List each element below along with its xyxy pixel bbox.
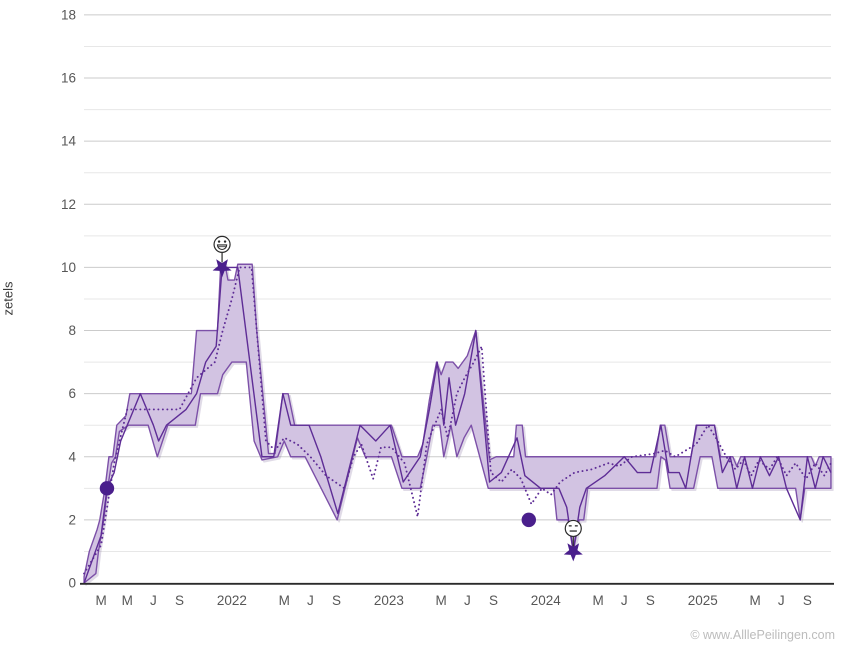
x-tick-label: 2022: [217, 593, 247, 608]
y-tick-label: 12: [61, 197, 76, 212]
y-tick-label: 14: [61, 134, 77, 149]
record-low-star: [563, 519, 583, 562]
x-tick-label: J: [150, 593, 157, 608]
x-tick-label: J: [778, 593, 785, 608]
x-tick-label: M: [436, 593, 447, 608]
election-result-dot-2023: [521, 512, 536, 528]
x-tick-label: S: [332, 593, 341, 608]
x-tick-label: J: [464, 593, 471, 608]
grin-face-icon: [213, 235, 231, 253]
x-tick-label: 2025: [688, 593, 718, 608]
x-tick-label: S: [489, 593, 498, 608]
record-high-star: [212, 235, 232, 278]
y-axis-tick-labels: 0 2 4 6 8 10 12 14 16 18: [61, 7, 77, 590]
x-tick-label: S: [646, 593, 655, 608]
x-tick-label: S: [175, 593, 184, 608]
x-tick-label: J: [621, 593, 628, 608]
y-tick-label: 4: [68, 449, 76, 464]
x-tick-label: 2023: [374, 593, 404, 608]
y-tick-label: 10: [61, 260, 76, 275]
x-tick-label: S: [803, 593, 812, 608]
y-axis-title: zetels: [0, 281, 16, 316]
y-tick-label: 2: [68, 512, 76, 527]
y-tick-label: 6: [68, 386, 76, 401]
x-tick-label: M: [122, 593, 133, 608]
x-tick-label: M: [749, 593, 760, 608]
x-tick-label: M: [279, 593, 290, 608]
y-tick-label: 8: [68, 323, 76, 338]
neutral-face-icon: [564, 519, 582, 538]
confidence-band: [83, 261, 832, 584]
x-axis-tick-labels: M M J S 2022 M J S 2023 M J S 2024 M J S 2025 M J S: [95, 593, 811, 608]
poll-line-solid: [83, 266, 832, 584]
x-tick-label: M: [95, 593, 106, 608]
watermark: © www.AlllePeilingen.com: [690, 628, 835, 642]
y-tick-label: 18: [61, 7, 76, 22]
x-tick-label: J: [307, 593, 314, 608]
x-tick-label: 2024: [531, 593, 562, 608]
y-tick-label: 0: [68, 576, 76, 591]
election-result-dot-2021: [99, 481, 115, 496]
y-tick-label: 16: [61, 71, 76, 86]
x-tick-label: M: [592, 593, 603, 608]
